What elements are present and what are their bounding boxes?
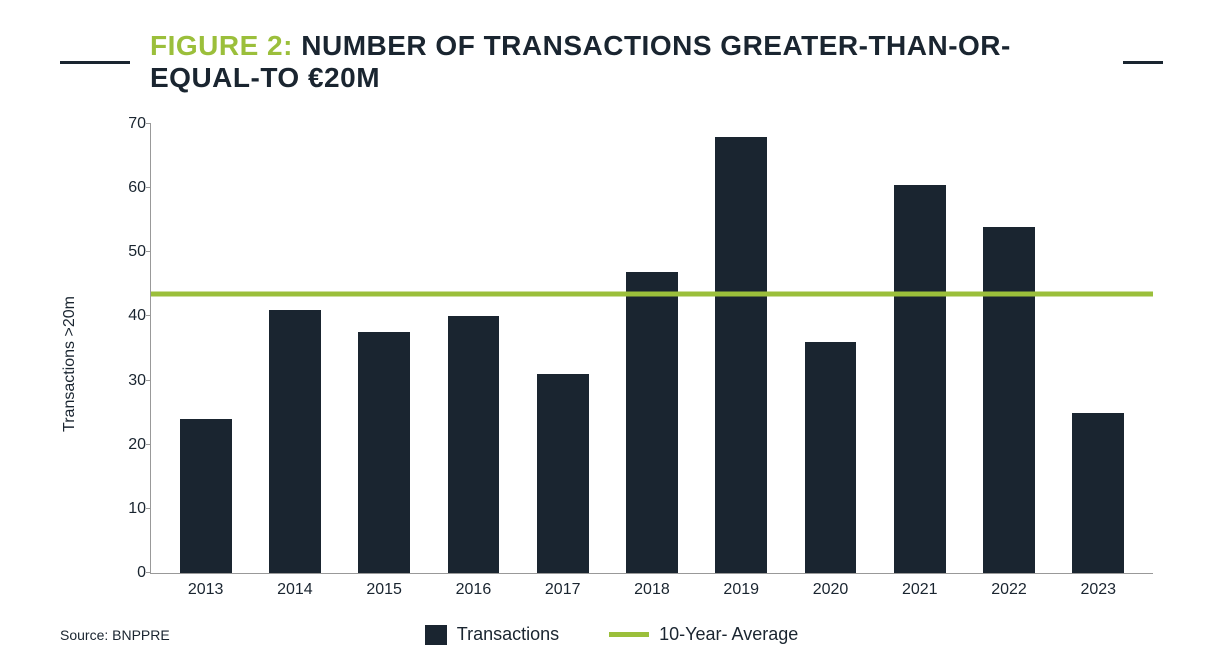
bar-slot: 2015 bbox=[340, 124, 429, 573]
y-tick-mark bbox=[146, 315, 151, 316]
bar-slot: 2016 bbox=[429, 124, 518, 573]
bar bbox=[1072, 413, 1124, 573]
title-rule-right bbox=[1123, 61, 1163, 64]
bar-slot: 2017 bbox=[518, 124, 607, 573]
x-tick-label: 2017 bbox=[545, 581, 581, 599]
bar bbox=[358, 332, 410, 573]
chart-title-row: FIGURE 2: NUMBER OF TRANSACTIONS GREATER… bbox=[60, 30, 1163, 94]
bar bbox=[894, 185, 946, 573]
x-tick-label: 2019 bbox=[723, 581, 759, 599]
legend-label: Transactions bbox=[457, 624, 559, 645]
y-tick-label: 70 bbox=[111, 115, 146, 133]
bar bbox=[448, 316, 500, 573]
title-prefix: FIGURE 2: bbox=[150, 30, 293, 61]
bar-slot: 2022 bbox=[964, 124, 1053, 573]
title-rule-left bbox=[60, 61, 130, 64]
y-tick-mark bbox=[146, 380, 151, 381]
y-tick-label: 40 bbox=[111, 307, 146, 325]
chart-title: FIGURE 2: NUMBER OF TRANSACTIONS GREATER… bbox=[150, 30, 1103, 94]
bar bbox=[983, 227, 1035, 573]
average-line bbox=[151, 291, 1153, 296]
y-tick-label: 30 bbox=[111, 372, 146, 390]
y-tick-label: 60 bbox=[111, 179, 146, 197]
x-tick-label: 2022 bbox=[991, 581, 1027, 599]
legend-swatch-box bbox=[425, 625, 447, 645]
legend-label: 10-Year- Average bbox=[659, 624, 798, 645]
y-tick-mark bbox=[146, 444, 151, 445]
bar bbox=[180, 419, 232, 573]
bar-slot: 2021 bbox=[875, 124, 964, 573]
x-tick-label: 2023 bbox=[1080, 581, 1116, 599]
bar-slot: 2019 bbox=[697, 124, 786, 573]
y-tick-label: 0 bbox=[111, 564, 146, 582]
bar bbox=[715, 137, 767, 573]
y-tick-mark bbox=[146, 572, 151, 573]
bar-slot: 2020 bbox=[786, 124, 875, 573]
x-tick-label: 2021 bbox=[902, 581, 938, 599]
y-tick-label: 50 bbox=[111, 243, 146, 261]
y-tick-mark bbox=[146, 508, 151, 509]
y-tick-label: 10 bbox=[111, 500, 146, 518]
bar bbox=[805, 342, 857, 573]
y-axis-label: Transactions >20m bbox=[61, 296, 79, 432]
bar-slot: 2023 bbox=[1054, 124, 1143, 573]
bar-slot: 2014 bbox=[250, 124, 339, 573]
x-tick-label: 2018 bbox=[634, 581, 670, 599]
x-tick-label: 2016 bbox=[456, 581, 492, 599]
legend-item: Transactions bbox=[425, 624, 559, 645]
legend-item: 10-Year- Average bbox=[609, 624, 798, 645]
plot-area: 2013201420152016201720182019202020212022… bbox=[150, 124, 1153, 574]
y-tick-mark bbox=[146, 123, 151, 124]
x-tick-label: 2020 bbox=[813, 581, 849, 599]
x-tick-label: 2014 bbox=[277, 581, 313, 599]
bars-group: 2013201420152016201720182019202020212022… bbox=[151, 124, 1153, 573]
bar-slot: 2013 bbox=[161, 124, 250, 573]
bar bbox=[626, 272, 678, 573]
legend-swatch-line bbox=[609, 632, 649, 637]
x-tick-label: 2015 bbox=[366, 581, 402, 599]
bar bbox=[537, 374, 589, 573]
bar-slot: 2018 bbox=[607, 124, 696, 573]
y-tick-mark bbox=[146, 251, 151, 252]
bar bbox=[269, 310, 321, 573]
legend: Transactions 10-Year- Average bbox=[60, 624, 1163, 645]
y-tick-label: 20 bbox=[111, 436, 146, 454]
x-tick-label: 2013 bbox=[188, 581, 224, 599]
y-tick-mark bbox=[146, 187, 151, 188]
chart-container: Transactions >20m 2013201420152016201720… bbox=[90, 124, 1153, 604]
source-text: Source: BNPPRE bbox=[60, 627, 170, 643]
